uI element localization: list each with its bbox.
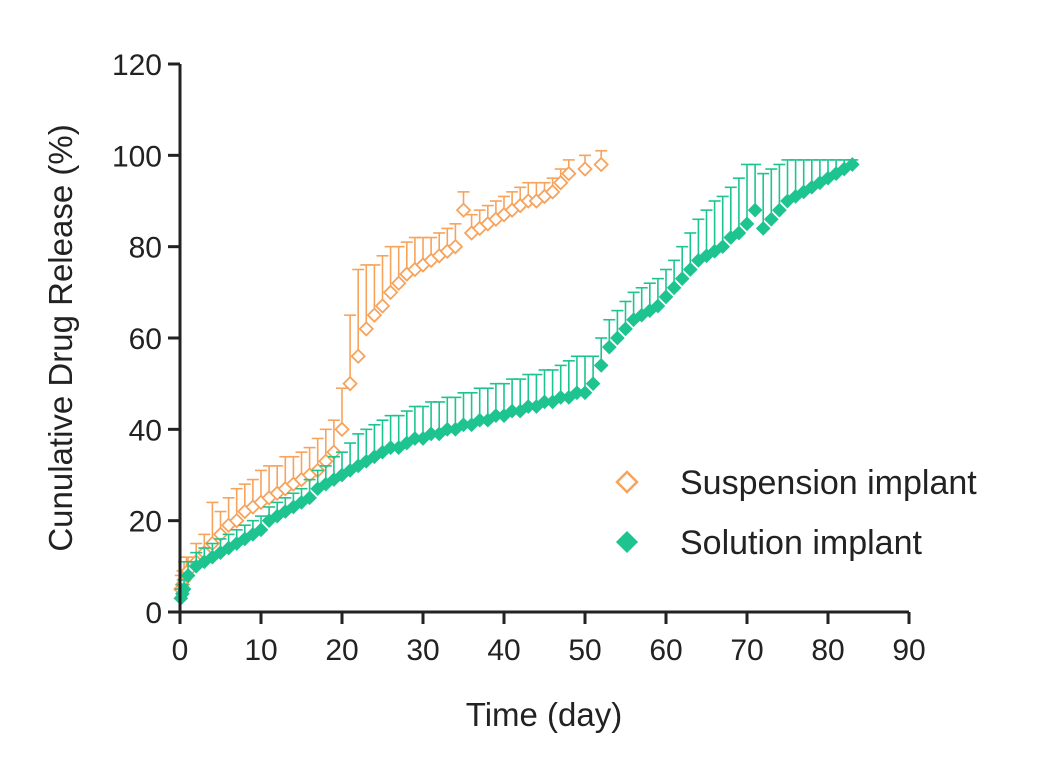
- y-tick-label: 120: [112, 49, 162, 82]
- data-point: [682, 262, 698, 277]
- y-tick-label: 0: [145, 597, 162, 630]
- data-point: [593, 358, 609, 373]
- data-point: [618, 321, 633, 337]
- data-point: [342, 375, 358, 392]
- data-point: [544, 184, 561, 200]
- data-point: [763, 211, 779, 227]
- data-point: [601, 339, 617, 355]
- data-point: [610, 330, 625, 346]
- x-tick-label: 0: [172, 634, 189, 667]
- data-point: [755, 221, 771, 236]
- ticks: 0 20 40 60 80 100 120 0 10 20 30 40 50 60 70 80 90: [112, 49, 926, 667]
- legend-label-suspension: Suspension implant: [680, 464, 977, 502]
- x-tick-label: 70: [730, 634, 763, 667]
- data-point: [334, 421, 350, 438]
- data-point: [577, 161, 593, 177]
- x-axis-title: Time (day): [466, 696, 622, 733]
- y-tick-label: 60: [129, 323, 162, 356]
- data-point: [747, 202, 763, 218]
- x-tick-label: 40: [487, 634, 520, 667]
- y-tick-label: 100: [112, 140, 162, 173]
- legend: Suspension implant Solution implant: [615, 464, 977, 562]
- legend-entry-suspension: Suspension implant: [615, 464, 977, 502]
- data-point: [593, 156, 609, 173]
- x-tick-label: 50: [568, 634, 601, 667]
- series-layer: [173, 149, 860, 606]
- data-point: [358, 321, 375, 337]
- data-point: [577, 385, 593, 401]
- x-tick-label: 80: [811, 634, 844, 667]
- data-point: [844, 157, 860, 172]
- y-tick-label: 40: [129, 414, 162, 447]
- data-point: [374, 298, 391, 314]
- series-suspension: [173, 149, 609, 597]
- data-point: [253, 522, 269, 538]
- data-point: [772, 202, 787, 218]
- x-tick-label: 10: [244, 634, 277, 667]
- y-tick-label: 80: [129, 232, 162, 265]
- data-point: [650, 298, 666, 314]
- data-point: [382, 284, 399, 301]
- legend-marker-filled-diamond-icon: [615, 530, 639, 554]
- data-point: [180, 568, 196, 583]
- data-point: [447, 238, 464, 255]
- data-point: [302, 490, 317, 506]
- y-tick-label: 20: [129, 506, 162, 539]
- data-point: [366, 307, 383, 323]
- x-tick-label: 60: [649, 634, 682, 667]
- data-point: [561, 165, 577, 182]
- x-tick-label: 90: [892, 634, 925, 667]
- data-point: [731, 225, 747, 241]
- y-axis-title: Cunulative Drug Release (%): [42, 124, 79, 551]
- data-point: [228, 512, 245, 529]
- legend-label-solution: Solution implant: [680, 524, 922, 562]
- data-point: [585, 376, 601, 392]
- data-point: [350, 348, 366, 365]
- x-tick-label: 20: [325, 634, 358, 667]
- x-tick-label: 30: [406, 634, 439, 667]
- data-point: [455, 202, 472, 218]
- legend-entry-solution: Solution implant: [615, 524, 922, 562]
- data-point: [739, 216, 755, 232]
- data-point: [674, 271, 690, 286]
- data-point: [658, 289, 674, 305]
- data-point: [666, 280, 682, 296]
- data-point: [715, 239, 731, 255]
- legend-marker-open-diamond-icon: [615, 470, 639, 494]
- data-point: [390, 275, 407, 291]
- data-point: [552, 174, 569, 191]
- series-solution: [173, 157, 860, 606]
